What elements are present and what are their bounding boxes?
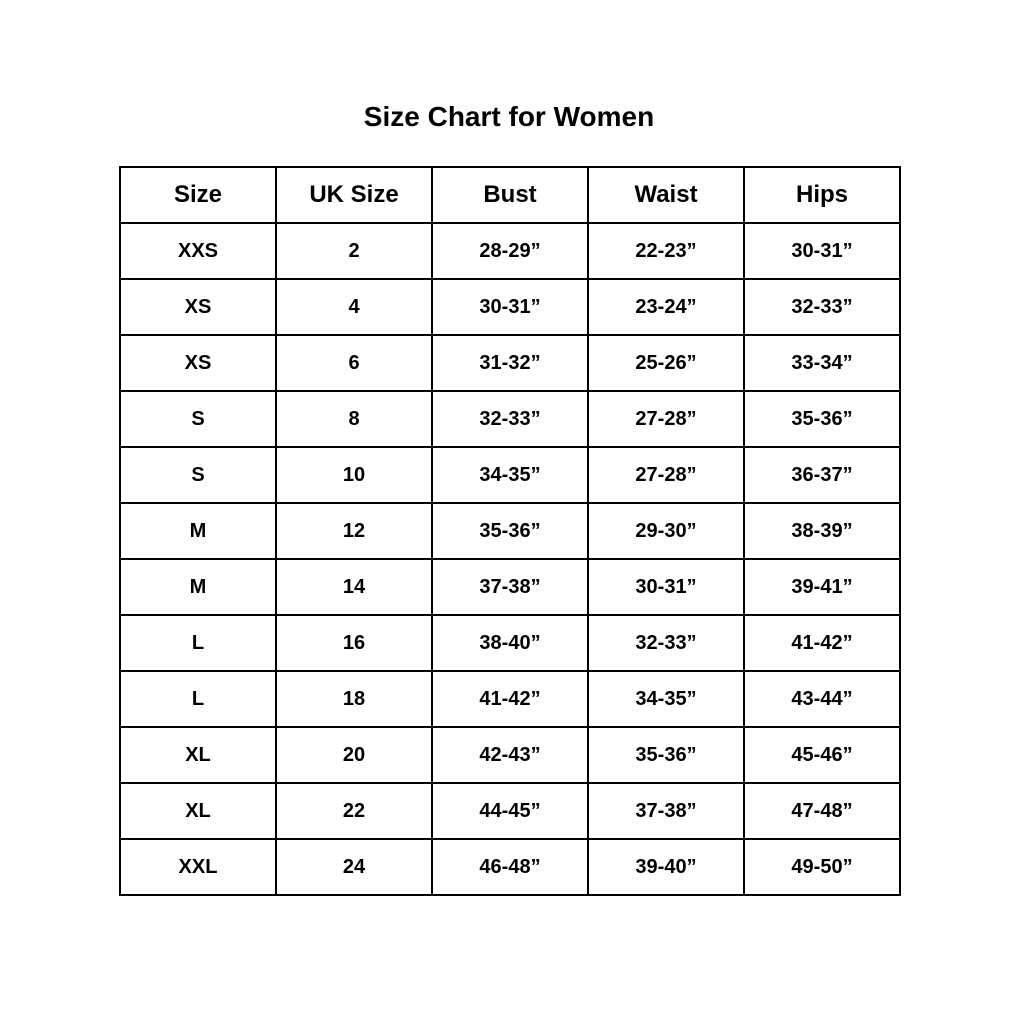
table-row: XL 22 44-45” 37-38” 47-48” bbox=[119, 782, 901, 840]
table-cell: 14 bbox=[275, 558, 433, 616]
table-cell: XL bbox=[119, 726, 277, 784]
column-header: UK Size bbox=[275, 166, 433, 224]
table-cell: 22 bbox=[275, 782, 433, 840]
table-cell: 4 bbox=[275, 278, 433, 336]
table-cell: 30-31” bbox=[587, 558, 745, 616]
table-cell: 38-39” bbox=[743, 502, 901, 560]
table-row: S 10 34-35” 27-28” 36-37” bbox=[119, 446, 901, 504]
table-cell: 30-31” bbox=[431, 278, 589, 336]
table-cell: XXS bbox=[119, 222, 277, 280]
column-header: Bust bbox=[431, 166, 589, 224]
table-cell: S bbox=[119, 390, 277, 448]
table-cell: 35-36” bbox=[743, 390, 901, 448]
table-cell: 39-41” bbox=[743, 558, 901, 616]
table-cell: 32-33” bbox=[431, 390, 589, 448]
table-cell: 18 bbox=[275, 670, 433, 728]
table-cell: 27-28” bbox=[587, 390, 745, 448]
table-cell: 33-34” bbox=[743, 334, 901, 392]
table-cell: S bbox=[119, 446, 277, 504]
page-title: Size Chart for Women bbox=[363, 101, 655, 132]
table-cell: 46-48” bbox=[431, 838, 589, 896]
table-cell: 43-44” bbox=[743, 670, 901, 728]
table-body: XXS 2 28-29” 22-23” 30-31” XS 4 30-31” 23-24” 32-… bbox=[119, 222, 901, 896]
table-cell: 8 bbox=[275, 390, 433, 448]
column-header: Hips bbox=[743, 166, 901, 224]
column-header: Waist bbox=[587, 166, 745, 224]
table-cell: 41-42” bbox=[743, 614, 901, 672]
table-cell: 34-35” bbox=[587, 670, 745, 728]
table-cell: 39-40” bbox=[587, 838, 745, 896]
table-row: L 18 41-42” 34-35” 43-44” bbox=[119, 670, 901, 728]
table-row: XXL 24 46-48” 39-40” 49-50” bbox=[119, 838, 901, 896]
table-cell: 35-36” bbox=[587, 726, 745, 784]
table-cell: 28-29” bbox=[431, 222, 589, 280]
table-cell: XS bbox=[119, 278, 277, 336]
table-cell: 41-42” bbox=[431, 670, 589, 728]
table-cell: XL bbox=[119, 782, 277, 840]
table-cell: 2 bbox=[275, 222, 433, 280]
table-cell: 31-32” bbox=[431, 334, 589, 392]
table-row: M 12 35-36” 29-30” 38-39” bbox=[119, 502, 901, 560]
table-row: XXS 2 28-29” 22-23” 30-31” bbox=[119, 222, 901, 280]
table-cell: 23-24” bbox=[587, 278, 745, 336]
table-cell: 45-46” bbox=[743, 726, 901, 784]
table-cell: 12 bbox=[275, 502, 433, 560]
table-cell: 44-45” bbox=[431, 782, 589, 840]
table-cell: 42-43” bbox=[431, 726, 589, 784]
table-cell: 16 bbox=[275, 614, 433, 672]
table-cell: 6 bbox=[275, 334, 433, 392]
table-cell: 27-28” bbox=[587, 446, 745, 504]
table-row: XL 20 42-43” 35-36” 45-46” bbox=[119, 726, 901, 784]
table-cell: 47-48” bbox=[743, 782, 901, 840]
table-cell: M bbox=[119, 558, 277, 616]
table-cell: 20 bbox=[275, 726, 433, 784]
table-cell: 32-33” bbox=[587, 614, 745, 672]
table-row: L 16 38-40” 32-33” 41-42” bbox=[119, 614, 901, 672]
table-cell: L bbox=[119, 670, 277, 728]
table-header-row: Size UK Size Bust Waist Hips bbox=[119, 166, 901, 224]
table-row: XS 4 30-31” 23-24” 32-33” bbox=[119, 278, 901, 336]
table-cell: 32-33” bbox=[743, 278, 901, 336]
table-cell: 30-31” bbox=[743, 222, 901, 280]
table-cell: 38-40” bbox=[431, 614, 589, 672]
table-cell: L bbox=[119, 614, 277, 672]
table-cell: 37-38” bbox=[587, 782, 745, 840]
table-cell: 49-50” bbox=[743, 838, 901, 896]
size-chart-table: Size UK Size Bust Waist Hips XXS 2 28-29” 22-23… bbox=[119, 166, 901, 896]
table-cell: 29-30” bbox=[587, 502, 745, 560]
table-cell: XXL bbox=[119, 838, 277, 896]
table-cell: 35-36” bbox=[431, 502, 589, 560]
table-cell: 24 bbox=[275, 838, 433, 896]
table-row: S 8 32-33” 27-28” 35-36” bbox=[119, 390, 901, 448]
table-cell: M bbox=[119, 502, 277, 560]
table-cell: 36-37” bbox=[743, 446, 901, 504]
table-row: XS 6 31-32” 25-26” 33-34” bbox=[119, 334, 901, 392]
table-cell: 34-35” bbox=[431, 446, 589, 504]
table-row: M 14 37-38” 30-31” 39-41” bbox=[119, 558, 901, 616]
table-cell: 10 bbox=[275, 446, 433, 504]
table-cell: 25-26” bbox=[587, 334, 745, 392]
table-cell: XS bbox=[119, 334, 277, 392]
table-cell: 37-38” bbox=[431, 558, 589, 616]
column-header: Size bbox=[119, 166, 277, 224]
table-cell: 22-23” bbox=[587, 222, 745, 280]
